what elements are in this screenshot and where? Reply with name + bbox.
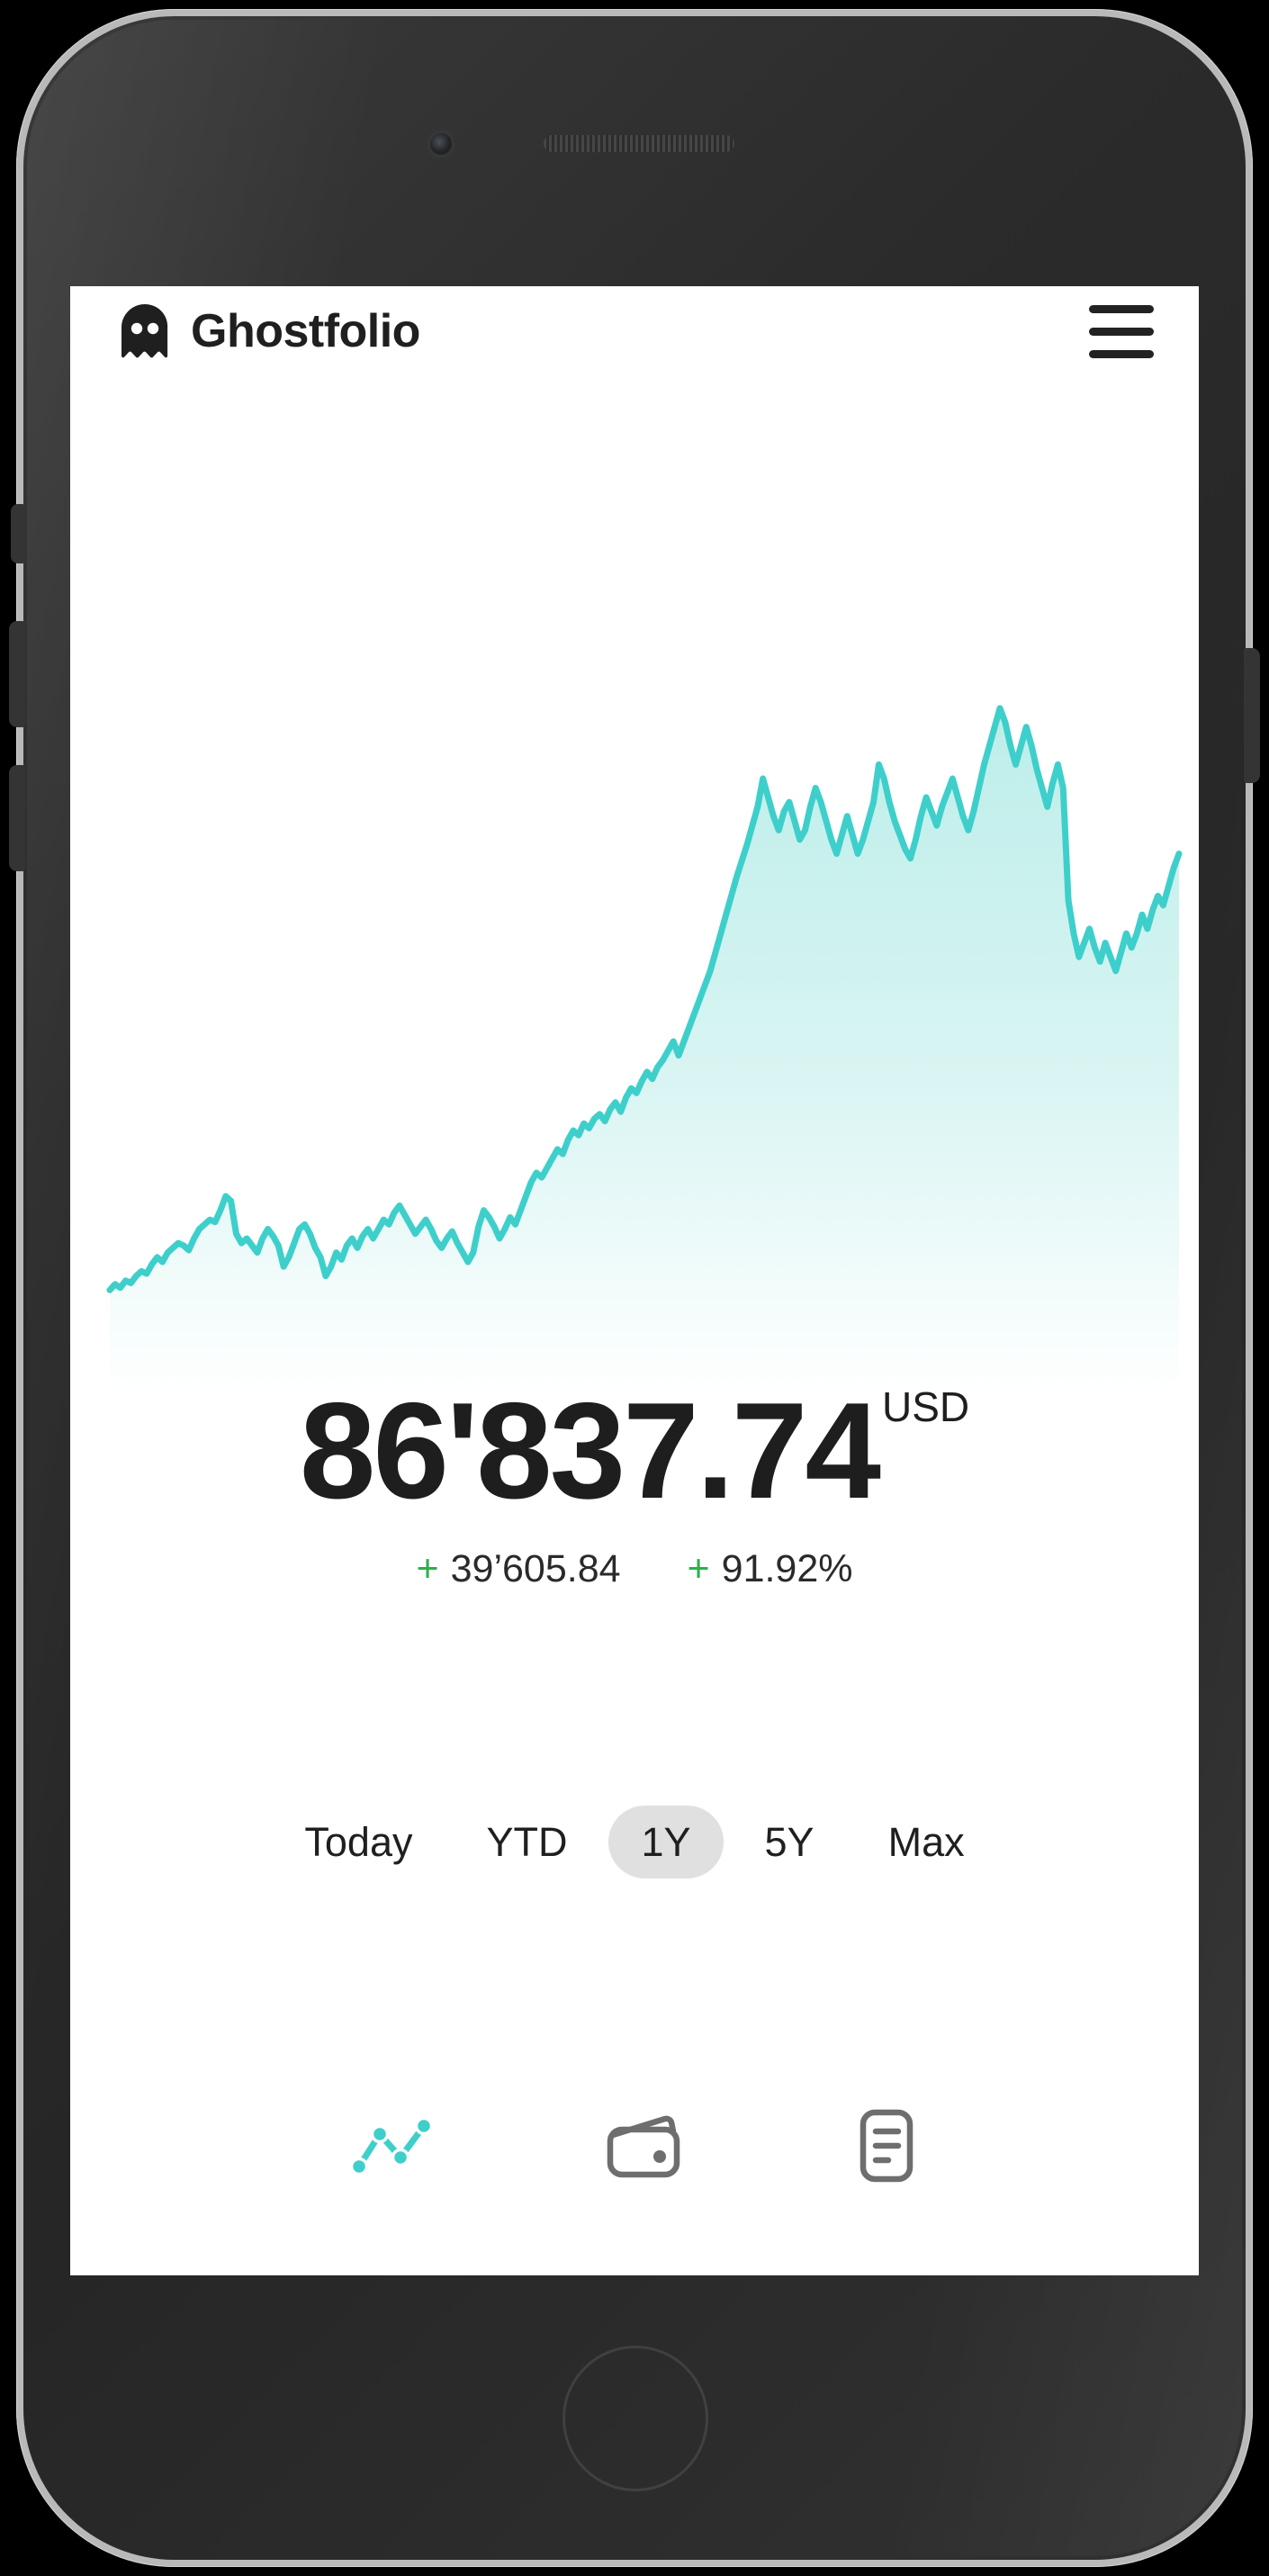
hamburger-menu-icon[interactable] — [1089, 304, 1154, 358]
document-icon[interactable] — [854, 2108, 919, 2184]
ghost-icon — [122, 304, 168, 358]
bottom-navigation — [70, 2108, 1199, 2184]
performance-percent: + 91.92% — [688, 1550, 853, 1589]
performance-percent-value: 91.92% — [721, 1547, 853, 1590]
app-header: Ghostfolio — [70, 286, 1199, 376]
camera-icon — [430, 133, 452, 155]
performance-row: + 39’605.84 + 91.92% — [70, 1550, 1199, 1589]
date-range-tabs: Today YTD 1Y 5Y Max — [70, 1806, 1199, 1878]
volume-up-button[interactable] — [9, 621, 25, 727]
brand-name: Ghostfolio — [191, 305, 420, 357]
wallet-icon[interactable] — [604, 2112, 683, 2180]
home-button[interactable] — [562, 2346, 708, 2491]
chart-geometry — [106, 705, 1183, 1393]
performance-absolute: + 39’605.84 — [417, 1550, 621, 1589]
menu-bar-1 — [1089, 304, 1154, 313]
menu-bar-3 — [1089, 349, 1154, 358]
performance-absolute-sign: + — [416, 1547, 439, 1590]
brand-logo[interactable]: Ghostfolio — [119, 303, 420, 359]
portfolio-chart[interactable] — [70, 673, 1199, 1393]
power-button[interactable] — [1244, 648, 1260, 783]
range-tab-max[interactable]: Max — [887, 1819, 965, 1865]
range-tab-5y[interactable]: 5Y — [764, 1819, 814, 1865]
volume-down-button[interactable] — [9, 765, 25, 871]
mute-switch[interactable] — [11, 504, 25, 563]
phone-screen: Ghostfolio — [70, 286, 1199, 2275]
range-tab-ytd[interactable]: YTD — [486, 1819, 568, 1865]
menu-bar-2 — [1089, 327, 1154, 336]
portfolio-currency: USD — [882, 1383, 970, 1430]
line-chart-icon[interactable] — [350, 2114, 433, 2177]
range-tab-today[interactable]: Today — [304, 1819, 413, 1865]
portfolio-value-row: 86'837.74 USD — [70, 1383, 1199, 1519]
performance-percent-sign: + — [687, 1547, 710, 1590]
speaker-grille-icon — [544, 135, 734, 152]
performance-absolute-value: 39’605.84 — [450, 1547, 621, 1590]
range-tab-1y[interactable]: 1Y — [608, 1806, 724, 1878]
portfolio-amount: 86'837.74 — [299, 1374, 881, 1527]
portfolio-value-block: 86'837.74 USD + 39’605.84 + 91.92% — [70, 1383, 1199, 1589]
portfolio-chart-svg — [106, 705, 1183, 1393]
